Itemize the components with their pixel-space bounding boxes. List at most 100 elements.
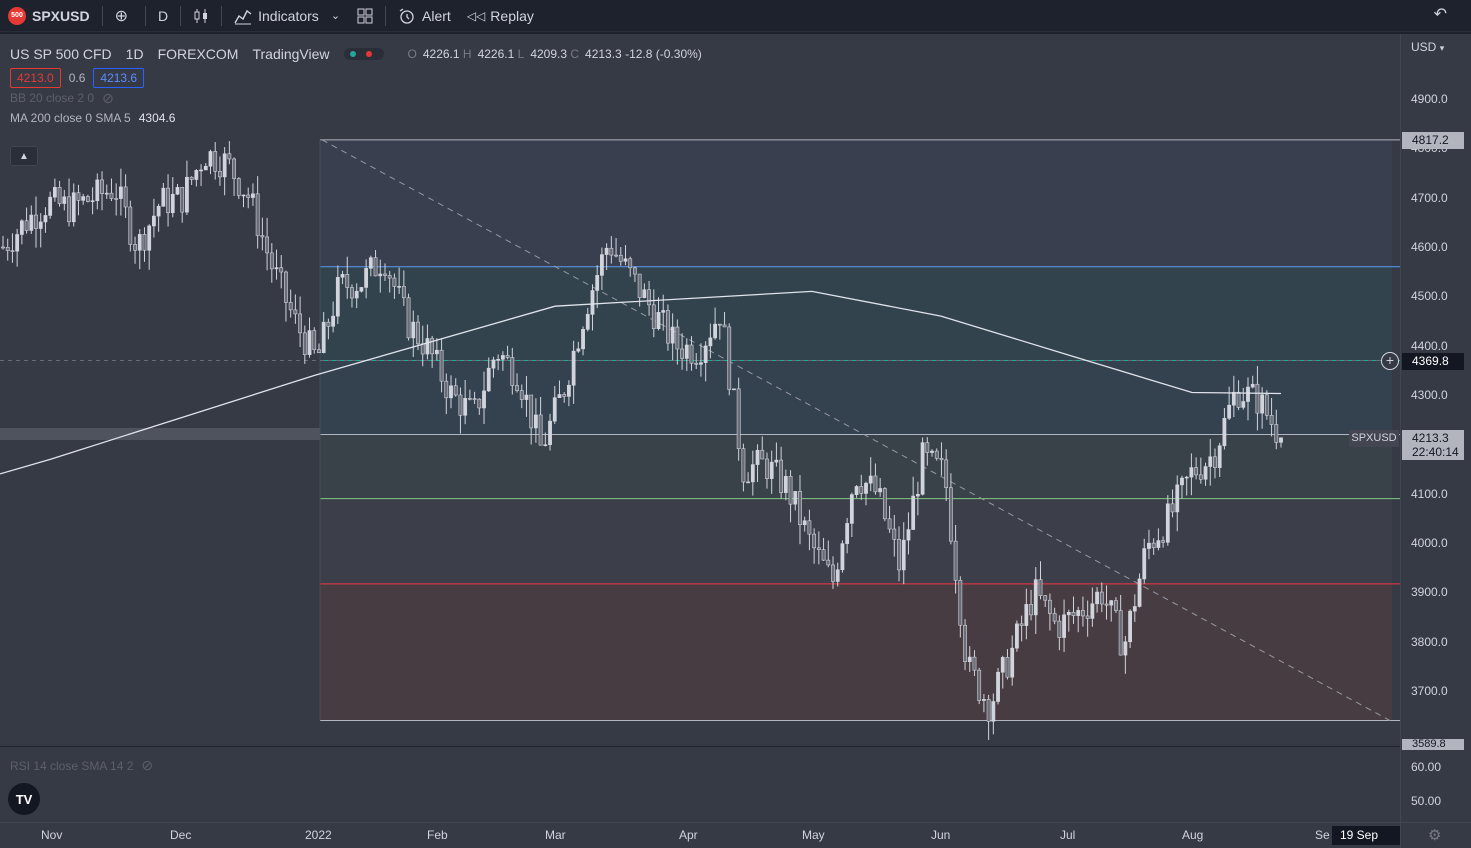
candle-body [1269,415,1274,425]
price-chart[interactable] [0,34,1400,746]
bb-indicator-label: BB 20 close 2 0 [10,91,95,105]
candle-body [133,244,137,251]
candle-body [1010,647,1015,678]
candle-body [5,247,10,251]
candle-body [831,564,835,582]
candle-body [477,398,482,409]
candle-body [783,476,788,493]
candle-body [90,200,95,203]
ma-indicator-value: 4304.6 [138,111,176,125]
candle-body [915,493,920,497]
divider [180,5,182,26]
collapse-legend-button[interactable]: ▲ [10,146,38,166]
candle-body [600,254,604,276]
rsi-scale-label: 50.00 [1411,794,1442,808]
candle-body [901,539,906,571]
buy-button[interactable]: 4213.6 [93,68,145,88]
candle-body [10,250,15,252]
chevron-down-icon: ▾ [1439,43,1445,53]
candle-body [1165,503,1170,543]
price-axis-label: 4600.0 [1411,239,1448,254]
symbol-search[interactable]: 500 SPXUSD [0,0,98,32]
bb-indicator-row[interactable]: BB 20 close 2 0 ⊘ [10,88,708,108]
price-scale[interactable]: USD ▾ 4900.04800.04700.04600.04500.04400… [1400,34,1471,822]
candle-body [515,385,519,391]
price-axis-label: 4700.0 [1411,190,1448,205]
candle-body [991,701,996,722]
candle-body [1057,620,1062,638]
candle-body [703,345,708,363]
time-scale[interactable]: Nov Dec 2022 Feb Mar Apr May Jun Jul Aug Se 19 Sep… [0,822,1400,848]
indicators-label: Indicators [258,7,319,24]
price-chart-pane[interactable] [0,34,1400,746]
alert-button[interactable]: Alert [390,0,459,32]
layouts-button[interactable] [349,0,381,32]
indicators-button[interactable]: Indicators [226,0,327,32]
candle-body [944,459,949,488]
chevron-up-icon: ▲ [19,150,29,162]
price-axis-label: 3900.0 [1411,585,1448,600]
chart-settings-button[interactable]: ⚙ [1400,822,1471,848]
currency-selector[interactable]: USD ▾ [1411,40,1444,54]
candle-body [1109,600,1114,606]
candle-body [807,520,812,535]
tradingview-logo[interactable]: TV [8,783,40,815]
top-toolbar: 500 SPXUSD ⊕ D Indicators ⌄ Alert ◁◁ Rep… [0,0,1471,32]
add-alert-plus-icon[interactable]: + [1381,352,1399,370]
bid-ask-row: 4213.0 0.6 4213.6 [10,68,708,88]
rsi-scale-label: 60.00 [1411,760,1442,774]
candle-body [802,520,807,526]
candle-body [1137,578,1142,607]
high-price-tag: 4817.2 [1402,131,1464,149]
candle-body [1151,542,1156,548]
sell-button[interactable]: 4213.0 [10,68,61,88]
candle-body [227,153,232,160]
price-axis-label: 4900.0 [1411,92,1448,106]
candle-body [1071,612,1076,616]
candle-body [71,192,76,223]
compare-button[interactable]: ⊕ [107,0,141,32]
interval-button[interactable]: D [150,0,176,32]
indicators-icon [234,9,252,24]
candle-body [1123,641,1128,656]
rsi-pane[interactable] [0,747,1400,822]
candle-body [500,355,505,360]
candle-body [835,569,840,582]
candle-body [972,656,977,671]
candle-body [104,192,109,195]
bar-countdown: 22:40:14 [1412,444,1459,459]
chart-type-button[interactable] [185,0,217,32]
price-axis-label: 4400.0 [1411,338,1448,353]
rsi-legend[interactable]: RSI 14 close SMA 14 2 ⊘ [10,757,153,774]
replay-button[interactable]: ◁◁ Replay [459,0,542,32]
candle-body [1062,614,1066,638]
candle-body [1085,615,1090,619]
candle-body [642,289,647,298]
candle-body [444,380,449,399]
candle-body [232,158,236,179]
candle-body [1231,391,1236,406]
candle-body [571,350,576,386]
candle-body [67,196,71,223]
candle-body [576,348,581,352]
candle-body [85,196,90,202]
eye-hidden-icon[interactable]: ⊘ [141,757,154,773]
indicator-templates-button[interactable]: ⌄ [327,0,349,32]
candle-body [62,196,67,204]
candle-body [996,671,1000,702]
alert-label: Alert [422,7,451,24]
candle-body [651,304,656,329]
candle-body [760,449,765,460]
ma-indicator-row[interactable]: MA 200 close 0 SMA 5 4304.6 [10,108,708,128]
candle-body [552,397,557,422]
candle-body [878,488,883,493]
candle-body [411,321,416,339]
chevron-down-icon: ⌄ [330,10,341,22]
undo-button[interactable]: ↶ [1434,4,1447,24]
candle-body [717,323,722,326]
candle-body [222,153,227,178]
high-value: 4226.1 [477,47,515,61]
eye-hidden-icon[interactable]: ⊘ [102,89,114,106]
market-status-toggle[interactable] [343,48,384,60]
